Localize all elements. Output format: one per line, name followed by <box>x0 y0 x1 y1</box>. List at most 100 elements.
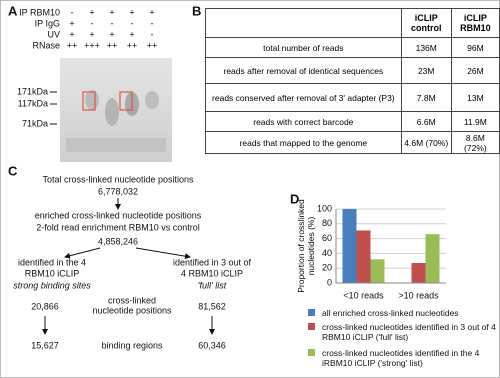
condition-mark: + <box>69 18 74 28</box>
panel-label: B <box>192 3 201 18</box>
condition-mark: + <box>109 29 114 39</box>
condition-label: IP RBM10 <box>19 7 60 17</box>
table-cell: 23M <box>400 57 452 84</box>
table-header: iCLIP control iCLIP RBM10 <box>205 8 500 38</box>
condition-mark: - <box>131 18 134 28</box>
row-label: cross-linked <box>108 295 156 305</box>
bar <box>411 263 426 283</box>
flow-count: 4,858,246 <box>98 236 138 246</box>
bar <box>370 259 385 283</box>
condition-mark: + <box>129 7 134 17</box>
header-cell <box>205 8 402 38</box>
table-row: reads with correct barcode 6.6M 11.9M <box>205 111 500 132</box>
panel-label: A <box>8 3 18 18</box>
condition-mark: + <box>89 29 94 39</box>
gel-band <box>145 91 159 109</box>
stats-table: iCLIP control iCLIP RBM10 total number of … <box>205 8 500 154</box>
highlight-box <box>82 91 96 111</box>
panel-label: D <box>290 191 299 206</box>
legend-text: cross-linked nucleotides identified in t… <box>322 348 480 368</box>
highlight-box <box>119 91 133 111</box>
table-cell: 136M <box>400 37 452 58</box>
legend-swatch <box>308 349 315 356</box>
flow-note: strong binding sites <box>13 280 91 290</box>
table-row: reads after removal of identical sequenc… <box>205 57 500 84</box>
condition-mark: - <box>91 18 94 28</box>
header-cell: iCLIP control <box>400 8 452 38</box>
table-cell: 4.6M (70%) <box>400 131 452 154</box>
gel-band <box>105 98 119 126</box>
legend-text: cross-linked nucleotides identified in 3… <box>322 322 496 342</box>
table-cell: reads after removal of identical sequenc… <box>205 57 402 84</box>
size-marker: 71kDa <box>22 118 48 128</box>
flow-text: Total cross-linked nucleotide positions <box>42 174 194 184</box>
gel-band <box>85 90 99 110</box>
y-tick-label: 60 <box>322 233 332 243</box>
condition-mark: + <box>69 29 74 39</box>
x-tick-label: <10 reads <box>343 290 384 300</box>
table-cell: 8.6M (72%) <box>450 131 500 154</box>
condition-label: IP IgG <box>35 18 60 28</box>
size-marker: 171kDa <box>17 86 48 96</box>
bar <box>425 234 440 283</box>
flow-text: identified in the 4 <box>18 257 86 267</box>
flow-text: enriched cross-linked nucleotide positio… <box>35 210 202 220</box>
table-cell: reads that mapped to the genome <box>205 131 402 154</box>
condition-label: RNase <box>32 40 60 50</box>
legend-item: cross-linked nucleotides identified in 3… <box>308 322 498 342</box>
table-row: total number of reads 136M 96M <box>205 37 500 58</box>
y-tick-label: 0 <box>327 277 332 287</box>
flow-text: RBM10 iCLIP <box>25 268 80 278</box>
condition-mark: ++ <box>127 40 138 50</box>
table-cell: 13M <box>450 83 500 112</box>
condition-mark: - <box>111 18 114 28</box>
condition-mark: +++ <box>84 40 100 50</box>
row-label: binding regions <box>101 340 163 350</box>
condition-mark: ++ <box>67 40 78 50</box>
gel-image <box>60 58 172 162</box>
table-row: reads conserved after removal of 3' adap… <box>205 83 500 112</box>
condition-mark: ++ <box>107 40 118 50</box>
y-tick-label: 20 <box>322 263 332 273</box>
legend-item: cross-linked nucleotides identified in t… <box>308 348 498 368</box>
y-tick-label: 80 <box>322 218 332 228</box>
condition-mark: - <box>151 29 154 39</box>
flow-text: identified in 3 out of <box>173 257 252 267</box>
condition-mark: + <box>149 7 154 17</box>
table-cell: reads conserved after removal of 3' adap… <box>205 83 402 112</box>
table-cell: 26M <box>450 57 500 84</box>
size-marker: 117kDa <box>18 98 48 108</box>
flow-text: 2-fold read enrichment RBM10 vs control <box>36 222 200 232</box>
flow-note: 'full' list <box>198 280 227 290</box>
flow-count: 81,562 <box>198 301 226 311</box>
table-cell: reads with correct barcode <box>205 111 402 132</box>
flow-count: 6,778,032 <box>98 186 138 196</box>
legend-text: all enriched cross-linked nucleotides <box>322 308 459 318</box>
y-tick-label: 100 <box>317 203 332 213</box>
row-label: nucleotide positions <box>92 305 172 315</box>
flow-count: 20,866 <box>31 301 59 311</box>
bar <box>356 230 371 283</box>
condition-mark: + <box>129 29 134 39</box>
flow-text: 4 RBM10 iCLIP <box>181 268 243 278</box>
legend-item: all enriched cross-linked nucleotides <box>308 308 498 318</box>
header-cell: iCLIP RBM10 <box>450 8 500 38</box>
legend-swatch <box>308 323 315 330</box>
flow-count: 60,346 <box>198 340 226 350</box>
bar <box>342 209 357 283</box>
panel-label: C <box>8 163 18 178</box>
table-cell: 96M <box>450 37 500 58</box>
y-axis-label: Proportion of crosslinked nucleotides (%… <box>296 199 316 293</box>
condition-label: UV <box>47 29 60 39</box>
table-cell: total number of reads <box>205 37 402 58</box>
condition-mark: + <box>109 7 114 17</box>
x-tick-label: >10 reads <box>398 290 439 300</box>
flow-count: 15,627 <box>31 340 59 350</box>
gel-smear <box>66 138 166 152</box>
table-cell: 7.8M <box>400 83 452 112</box>
condition-mark: ++ <box>147 40 158 50</box>
y-tick-label: 40 <box>322 248 332 258</box>
table-row: reads that mapped to the genome 4.6M (70%… <box>205 131 500 154</box>
